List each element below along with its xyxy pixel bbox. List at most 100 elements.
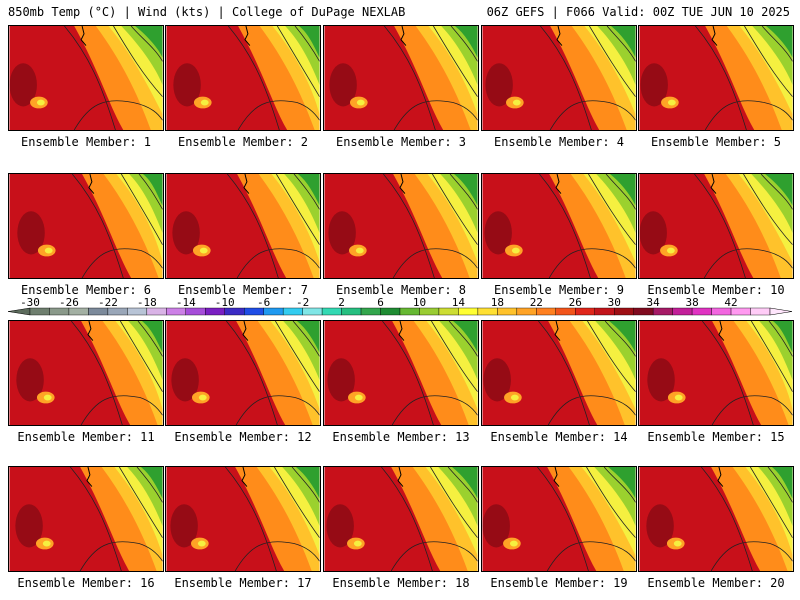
colorbar-swatch	[458, 307, 479, 316]
panel-label: Ensemble Member: 10	[647, 283, 785, 297]
colorbar-swatch	[88, 307, 109, 316]
colorbar-tick-label: -30	[20, 296, 40, 309]
panel-label: Ensemble Member: 9	[493, 283, 625, 297]
colorbar-swatch	[497, 307, 518, 316]
ensemble-panel	[323, 320, 479, 426]
colorbar-swatch	[652, 307, 673, 316]
temperature-map	[481, 466, 637, 572]
panel-label: Ensemble Member: 13	[332, 430, 470, 444]
temperature-map	[8, 320, 164, 426]
colorbar-swatch	[263, 307, 284, 316]
colorbar-tick-label: 14	[452, 296, 466, 309]
panel-label: Ensemble Member: 19	[490, 576, 628, 590]
temperature-map	[638, 25, 794, 131]
colorbar-swatch	[166, 307, 186, 316]
ensemble-panel	[481, 173, 637, 279]
temperature-map	[165, 25, 321, 131]
colorbar-tick-label: 30	[608, 296, 621, 309]
temperature-colorbar: -30 -26 -22 -18 -14 -10 -6 -2 2 6 10 14 18 22 26 30 34 38…	[0, 296, 800, 320]
panel-label: Ensemble Member: 14	[490, 430, 628, 444]
ensemble-panel	[323, 173, 479, 279]
panel-label: Ensemble Member: 6	[20, 283, 152, 297]
colorbar-swatch	[205, 307, 225, 316]
ensemble-panel	[638, 320, 794, 426]
colorbar-swatch	[691, 307, 712, 316]
colorbar-swatch	[185, 307, 206, 316]
ensemble-panel	[165, 320, 321, 426]
panel-label: Ensemble Member: 17	[174, 576, 312, 590]
temperature-map	[323, 25, 479, 131]
colorbar-tick-label: 6	[377, 296, 384, 309]
colorbar-tick-label: -26	[59, 296, 79, 309]
colorbar-svg: -30 -26 -22 -18 -14 -10 -6 -2 2 6 10 14 18 22 26 30 34 38…	[7, 296, 793, 316]
colorbar-tick-label: 26	[569, 296, 582, 309]
temperature-map	[481, 173, 637, 279]
ensemble-panel	[8, 25, 164, 131]
colorbar-over-arrow	[769, 307, 793, 316]
colorbar-swatch	[321, 307, 342, 316]
ensemble-panel	[323, 25, 479, 131]
colorbar-swatch	[633, 307, 654, 316]
temperature-map	[165, 320, 321, 426]
ensemble-panel	[323, 466, 479, 572]
colorbar-tick-label: 2	[338, 296, 345, 309]
temperature-map	[8, 466, 164, 572]
ensemble-panel	[638, 25, 794, 131]
panel-label: Ensemble Member: 7	[177, 283, 309, 297]
colorbar-swatch	[244, 307, 264, 316]
panel-label: Ensemble Member: 4	[493, 135, 625, 149]
panel-label: Ensemble Member: 1	[20, 135, 152, 149]
temperature-map	[481, 320, 637, 426]
ensemble-panel	[8, 173, 164, 279]
ensemble-panel	[165, 173, 321, 279]
panel-label: Ensemble Member: 3	[335, 135, 467, 149]
ensemble-panel	[481, 466, 637, 572]
colorbar-swatch	[614, 307, 634, 316]
ensemble-panel	[481, 25, 637, 131]
ensemble-panel	[165, 25, 321, 131]
temperature-map	[638, 320, 794, 426]
temperature-map	[323, 320, 479, 426]
colorbar-tick-label: -18	[137, 296, 157, 309]
panel-label: Ensemble Member: 2	[177, 135, 309, 149]
colorbar-tick-label: -6	[257, 296, 270, 309]
colorbar-swatch	[672, 307, 693, 316]
colorbar-swatch	[282, 307, 303, 316]
colorbar-tick-label: -14	[176, 296, 196, 309]
colorbar-swatch	[302, 307, 323, 316]
colorbar-swatch	[341, 307, 362, 316]
ensemble-panel	[8, 320, 164, 426]
temperature-map	[638, 173, 794, 279]
colorbar-tick-label: 22	[530, 296, 543, 309]
colorbar-swatch	[68, 307, 89, 316]
colorbar-swatch	[360, 307, 381, 316]
colorbar-tick-label: 38	[685, 296, 698, 309]
colorbar-tick-label: 18	[491, 296, 504, 309]
colorbar-swatch	[224, 307, 245, 316]
colorbar-swatch	[730, 307, 751, 316]
panel-label: Ensemble Member: 16	[17, 576, 155, 590]
panel-label: Ensemble Member: 18	[332, 576, 470, 590]
ensemble-panel	[638, 173, 794, 279]
ensemble-panel	[165, 466, 321, 572]
colorbar-swatch	[594, 307, 615, 316]
header-title: 850mb Temp (°C) | Wind (kts) | College o…	[8, 5, 406, 19]
colorbar-swatch	[127, 307, 148, 316]
temperature-map	[323, 173, 479, 279]
temperature-map	[8, 173, 164, 279]
colorbar-swatch	[107, 307, 128, 316]
colorbar-swatch	[477, 307, 498, 316]
header-valid-time: 06Z GEFS | F066 Valid: 00Z TUE JUN 10 20…	[486, 5, 790, 19]
colorbar-swatch	[711, 307, 732, 316]
panel-label: Ensemble Member: 12	[174, 430, 312, 444]
colorbar-swatch	[146, 307, 167, 316]
temperature-map	[323, 466, 479, 572]
colorbar-swatch	[516, 307, 537, 316]
colorbar-tick-label: 34	[647, 296, 661, 309]
colorbar-swatch	[750, 307, 771, 316]
temperature-map	[165, 466, 321, 572]
colorbar-tick-label: 10	[413, 296, 426, 309]
colorbar-tick-label: -22	[98, 296, 118, 309]
ensemble-panel	[481, 320, 637, 426]
colorbar-tick-label: -2	[296, 296, 309, 309]
